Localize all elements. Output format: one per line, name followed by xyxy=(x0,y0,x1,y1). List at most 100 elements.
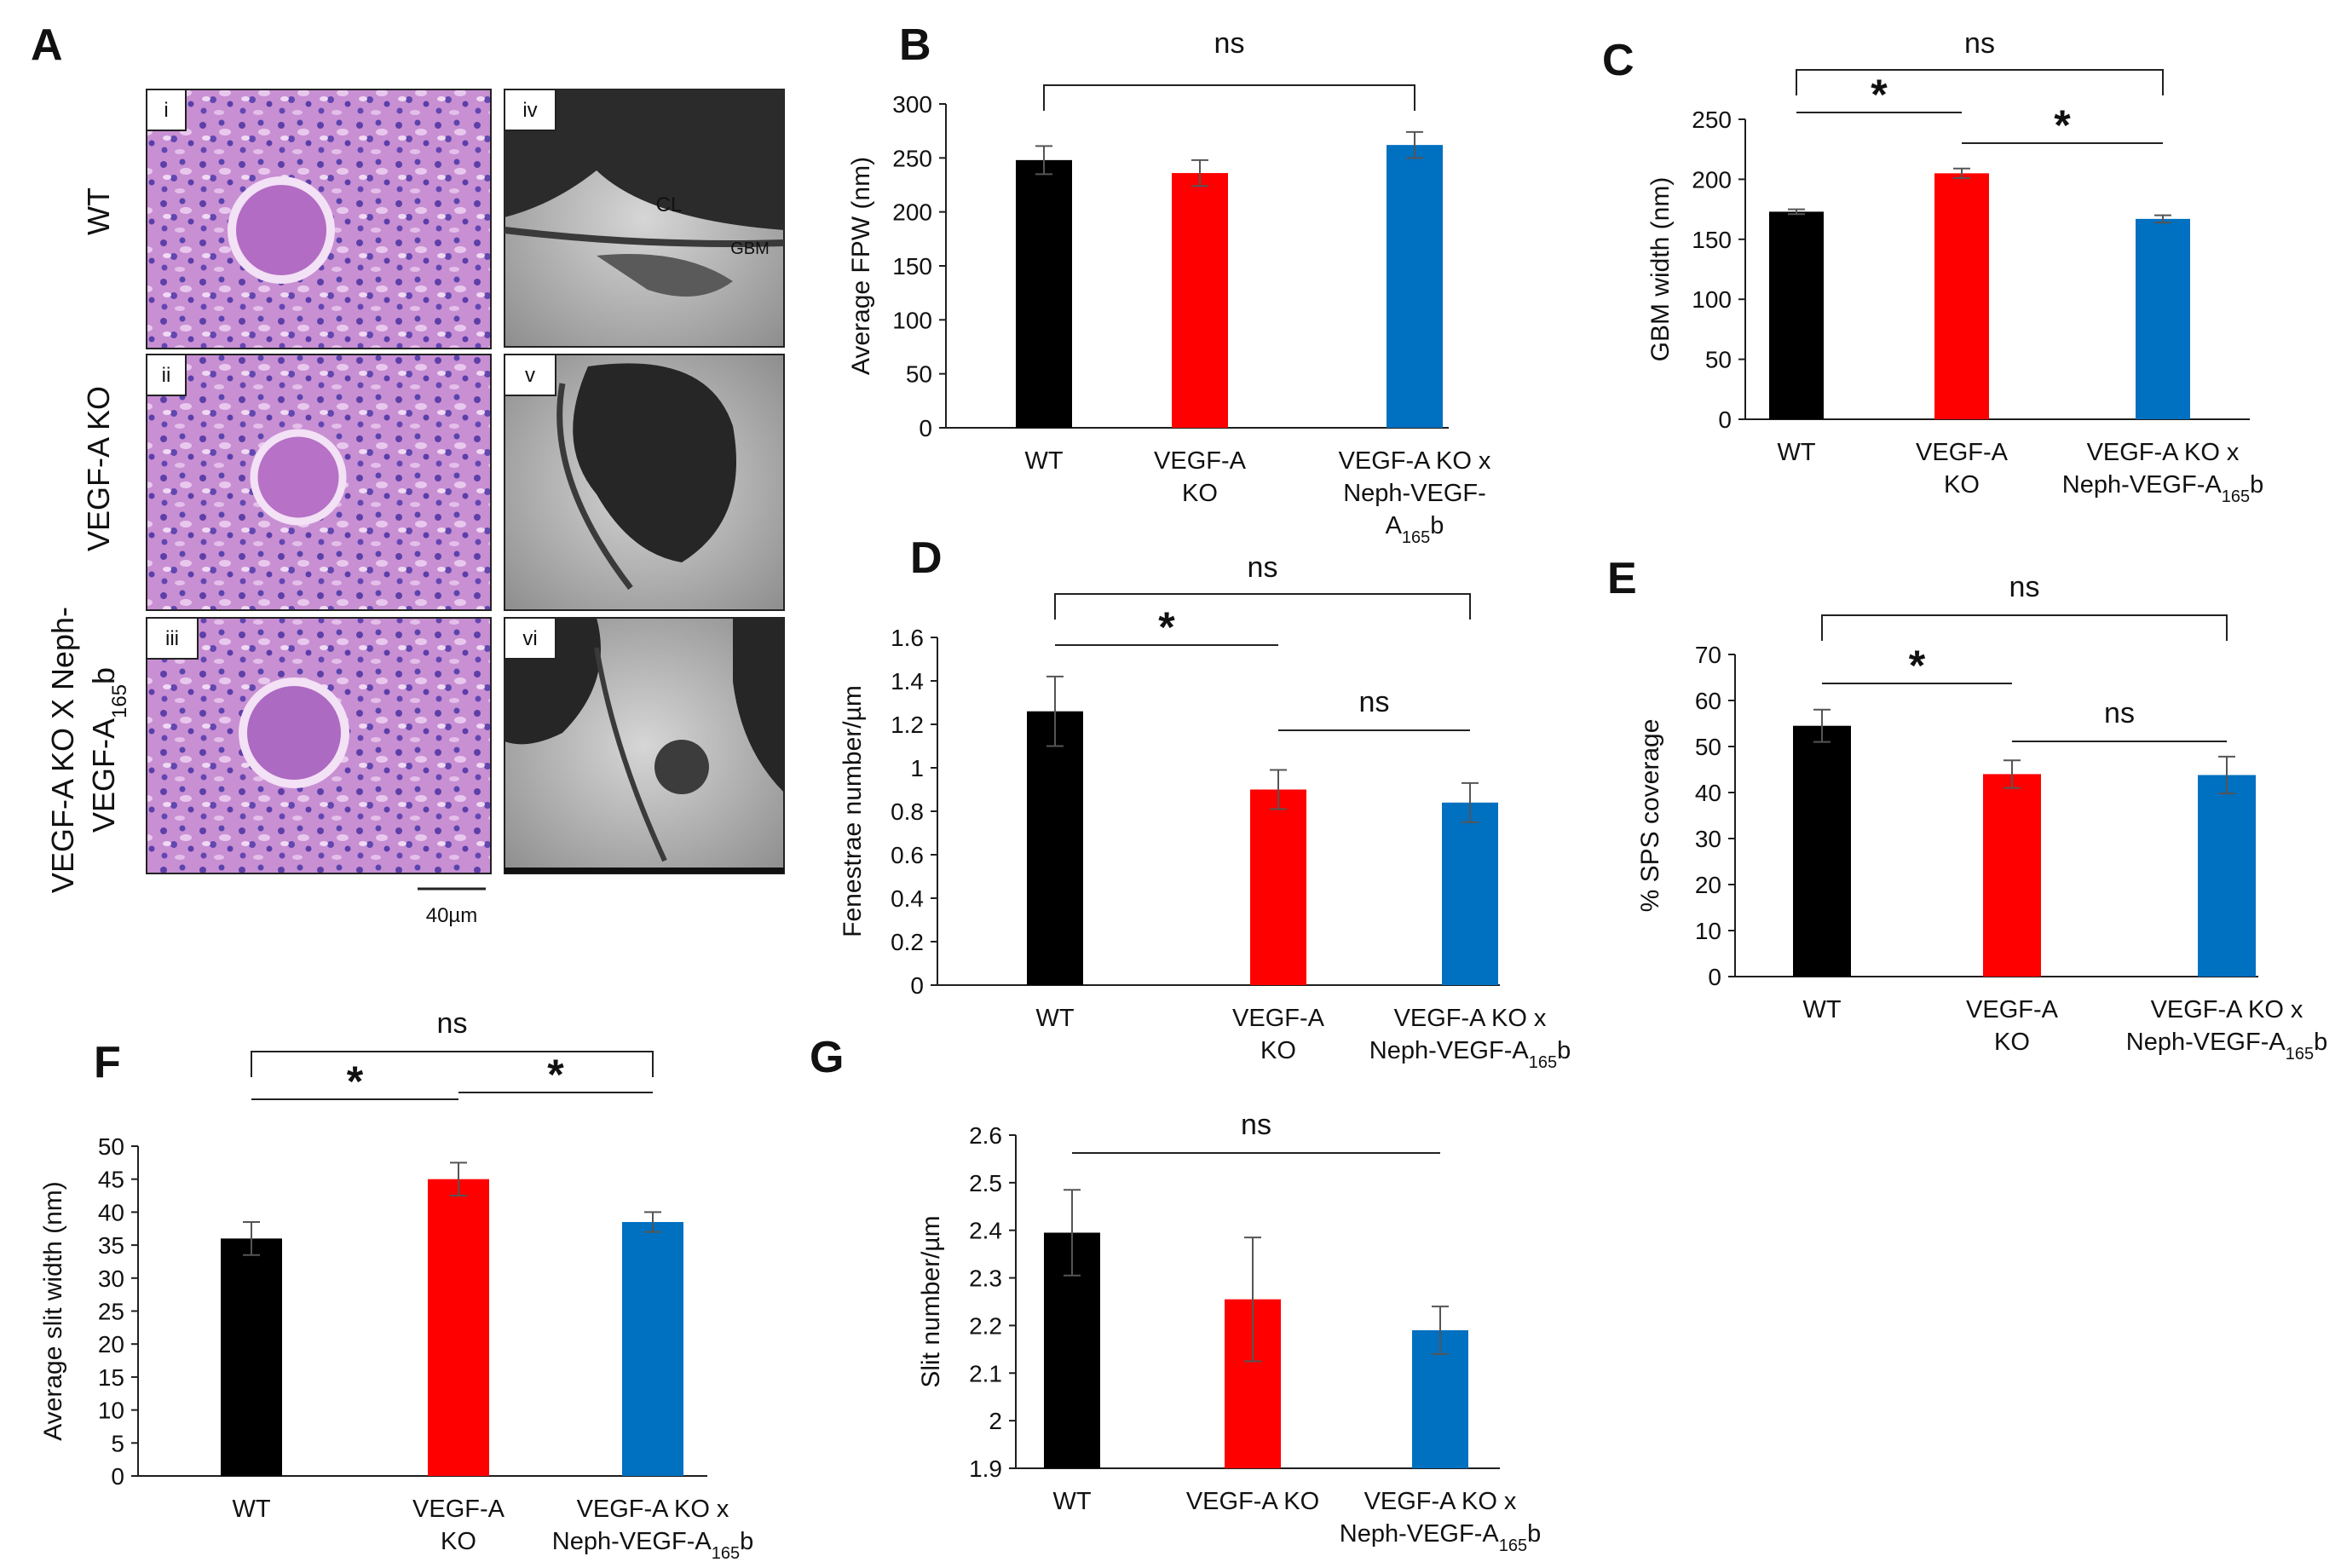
bar-b-0 xyxy=(1016,159,1072,428)
sig-label-e-0: ns xyxy=(2009,571,2040,603)
image-label-ii: ii xyxy=(162,364,171,387)
sig-label-d-0: ns xyxy=(1248,551,1278,584)
y-axis-title-g: Slit number/µm xyxy=(917,1215,945,1387)
y-axis-title-f: Average slit width (nm) xyxy=(39,1181,67,1441)
panel-letter-g: G xyxy=(810,1033,844,1082)
histology-image-iii: iii xyxy=(146,617,492,874)
y-tick-label-c: 0 xyxy=(1718,406,1732,433)
bar-f-2 xyxy=(622,1222,683,1476)
y-tick-label-b: 150 xyxy=(892,253,932,280)
y-tick-label-d: 0 xyxy=(910,972,924,999)
sig-bracket-b xyxy=(1043,84,1415,111)
sig-bracket-f xyxy=(251,1051,654,1077)
sig-label-f-1: * xyxy=(347,1058,364,1105)
panel-letter-a: A xyxy=(31,20,63,70)
y-tick-label-b: 50 xyxy=(906,361,932,388)
y-tick-label-e: 30 xyxy=(1695,826,1721,852)
category-label-d-0: WT xyxy=(1035,1005,1074,1032)
y-axis-title-c: GBM width (nm) xyxy=(1646,177,1675,362)
y-axis-title-b: Average FPW (nm) xyxy=(847,157,875,375)
bar-d-0 xyxy=(1027,711,1083,985)
panel-letter-c: C xyxy=(1602,36,1634,85)
category-label-d-1: VEGF-A KO xyxy=(1232,1005,1325,1064)
chart-g: G 1.9 2 2.1 2.2 2.3 2.4 2.5 2.6 Slit number/µm WT V… xyxy=(810,1033,1541,1555)
y-tick-label-b: 200 xyxy=(892,199,932,226)
bar-c-1 xyxy=(1934,173,1989,420)
y-tick-label-f: 10 xyxy=(98,1398,124,1424)
category-label-b-2: VEGF-A KO x Neph-VEGF-A165b xyxy=(1339,447,1491,547)
y-tick-label-d: 0.2 xyxy=(891,929,924,955)
chart-e: E 0 10 20 30 40 50 60 70 % SPS coverage WT VEGF-A KO… xyxy=(1607,554,2327,1064)
y-axis-title-d: Fenestrae number/µm xyxy=(839,685,867,937)
y-tick-label-d: 1.4 xyxy=(891,668,924,695)
category-label-f-2: VEGF-A KO x Neph-VEGF-A165b xyxy=(552,1496,753,1563)
y-tick-label-d: 0.6 xyxy=(891,842,924,868)
em-image-v: v xyxy=(504,354,785,611)
y-tick-label-e: 20 xyxy=(1695,872,1721,898)
panel-letter-f: F xyxy=(94,1038,121,1087)
sig-label-f-2: * xyxy=(547,1051,564,1098)
y-tick-label-f: 0 xyxy=(111,1463,124,1490)
y-tick-label-g: 2.4 xyxy=(969,1218,1002,1244)
row-label-rescue-line2: VEGF-A165b xyxy=(86,667,131,833)
bar-e-1 xyxy=(1983,774,2041,977)
y-tick-label-f: 20 xyxy=(98,1331,124,1358)
y-tick-label-g: 2.2 xyxy=(969,1312,1002,1339)
chart-f: F 0 5 10 15 20 25 30 35 40 45 50 Average slit width … xyxy=(39,1007,753,1563)
sig-label-e-2: ns xyxy=(2104,697,2135,729)
y-tick-label-e: 10 xyxy=(1695,918,1721,944)
bar-d-2 xyxy=(1442,802,1498,985)
category-label-g-2: VEGF-A KO x Neph-VEGF-A165b xyxy=(1340,1488,1541,1555)
sig-label-d-2: ns xyxy=(1359,686,1390,718)
category-label-e-0: WT xyxy=(1802,996,1841,1023)
bar-e-0 xyxy=(1793,725,1851,977)
y-tick-label-f: 50 xyxy=(98,1133,124,1160)
panel-letter-d: D xyxy=(910,533,943,583)
sig-label-e-1: * xyxy=(1909,642,1926,689)
row-label-wt-text: WT xyxy=(81,187,116,235)
histology-image-i: i xyxy=(146,89,492,349)
sig-label-g-0: ns xyxy=(1241,1109,1271,1141)
y-tick-label-f: 45 xyxy=(98,1167,124,1193)
em-image-vi: vi xyxy=(504,617,785,874)
chart-c: C 0 50 100 150 200 250 GBM width (nm) WT VEGF-A KO… xyxy=(1602,27,2263,506)
image-label-i: i xyxy=(164,99,168,122)
bar-b-2 xyxy=(1387,145,1443,428)
category-label-g-1: VEGF-A KO xyxy=(1186,1488,1319,1515)
y-tick-label-c: 50 xyxy=(1705,347,1732,373)
category-label-f-0: WT xyxy=(232,1496,270,1523)
row-label-rescue-prefix: VEGF-A xyxy=(86,718,121,833)
category-label-c-1: VEGF-A KO xyxy=(1916,439,2009,499)
scale-bar-label: 40µm xyxy=(426,904,478,927)
y-tick-label-e: 40 xyxy=(1695,780,1721,806)
y-tick-label-f: 35 xyxy=(98,1232,124,1259)
row-label-rescue-sub: 165 xyxy=(108,684,131,718)
image-label-iv: iv xyxy=(522,99,537,122)
y-tick-label-e: 50 xyxy=(1695,734,1721,760)
category-label-g-0: WT xyxy=(1052,1488,1091,1515)
y-tick-label-g: 2 xyxy=(989,1408,1002,1434)
category-label-e-1: VEGF-A KO xyxy=(1966,996,2059,1056)
sig-label-c-0: ns xyxy=(1964,27,1995,60)
y-tick-label-b: 0 xyxy=(919,415,932,441)
y-tick-label-b: 250 xyxy=(892,145,932,171)
em-annotation-gbm: GBM xyxy=(730,239,770,258)
image-label-v: v xyxy=(525,364,535,387)
y-tick-label-d: 1 xyxy=(910,755,924,781)
bar-f-0 xyxy=(221,1238,282,1476)
y-tick-label-d: 1.2 xyxy=(891,712,924,738)
row-label-ko-text: VEGF-A KO xyxy=(81,386,116,551)
y-tick-label-b: 100 xyxy=(892,307,932,333)
y-tick-label-f: 5 xyxy=(111,1430,124,1456)
em-image-iv: CL GBM iv xyxy=(504,89,785,348)
y-tick-label-f: 40 xyxy=(98,1199,124,1225)
y-tick-label-d: 1.6 xyxy=(891,625,924,651)
sig-bracket-c xyxy=(1796,69,2164,95)
histology-image-ii: ii xyxy=(146,354,492,611)
sig-bracket-d xyxy=(1054,593,1471,620)
y-tick-label-c: 100 xyxy=(1692,286,1732,313)
y-tick-label-e: 0 xyxy=(1708,964,1721,990)
y-tick-label-g: 1.9 xyxy=(969,1456,1002,1482)
sig-label-b-0: ns xyxy=(1214,27,1245,60)
y-tick-label-g: 2.3 xyxy=(969,1265,1002,1292)
